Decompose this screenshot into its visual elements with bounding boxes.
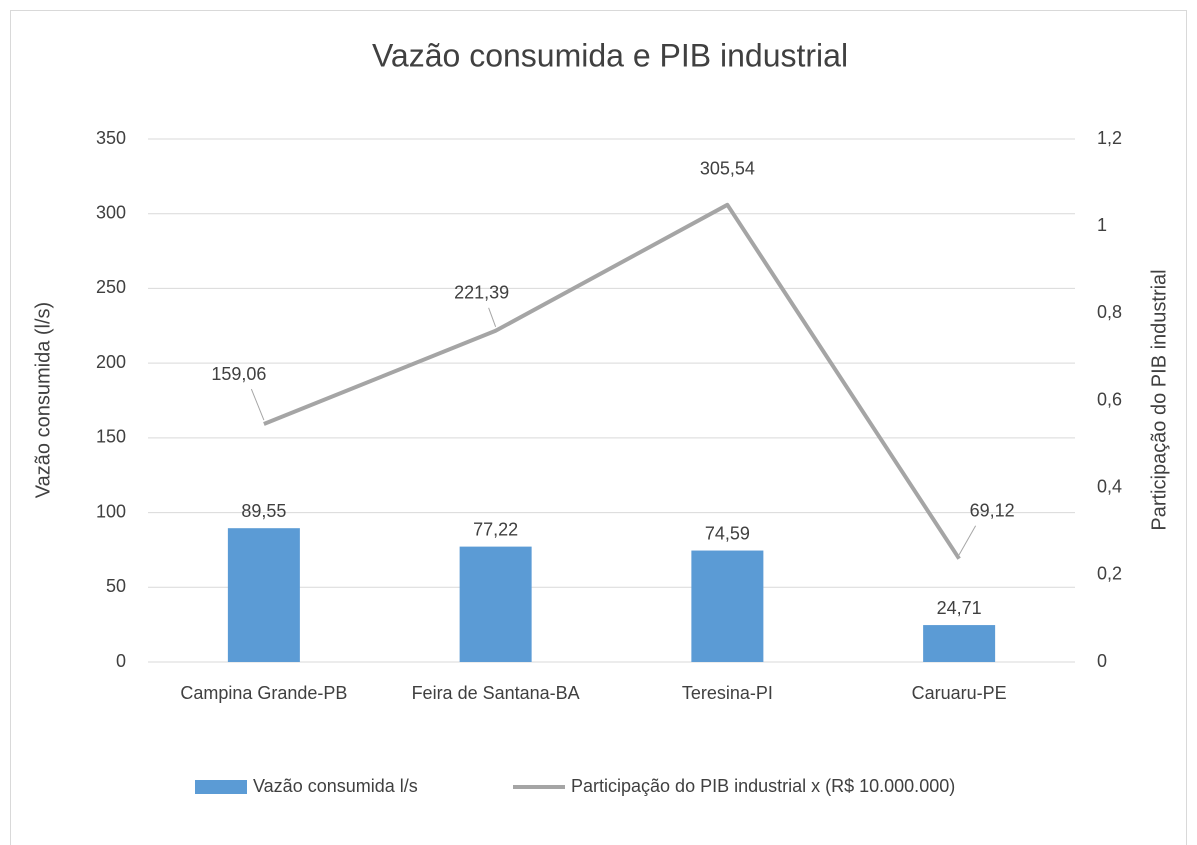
bar bbox=[227, 528, 300, 662]
data-label: 77,22 bbox=[473, 519, 518, 539]
y-tick-label: 150 bbox=[96, 427, 126, 447]
line bbox=[263, 202, 961, 560]
y2-axis-title: Participação do PIB industrial bbox=[1148, 269, 1170, 530]
y-tick-label: 0 bbox=[116, 651, 126, 671]
data-label: 159,06 bbox=[211, 364, 266, 384]
data-label: 221,39 bbox=[454, 283, 509, 303]
y-tick-label: 250 bbox=[96, 277, 126, 297]
y-tick-label: 50 bbox=[106, 576, 126, 596]
legend-label: Participação do PIB industrial x (R$ 10.… bbox=[571, 776, 955, 796]
y2-tick-label: 1,2 bbox=[1097, 128, 1122, 148]
y2-tick-label: 0,4 bbox=[1097, 476, 1122, 496]
y2-tick-label: 0,6 bbox=[1097, 389, 1122, 409]
data-label: 89,55 bbox=[241, 501, 286, 521]
x-tick-label: Teresina-PI bbox=[682, 683, 773, 703]
x-tick-label: Caruaru-PE bbox=[912, 683, 1007, 703]
y-tick-label: 350 bbox=[96, 128, 126, 148]
y2-tick-label: 1 bbox=[1097, 215, 1107, 235]
chart-border bbox=[10, 10, 1187, 845]
y-tick-label: 200 bbox=[96, 352, 126, 372]
y-axis-title: Vazão consumida (l/s) bbox=[32, 302, 54, 498]
bar bbox=[691, 550, 764, 662]
data-label: 74,59 bbox=[705, 523, 750, 543]
y-tick-label: 300 bbox=[96, 202, 126, 222]
data-label: 305,54 bbox=[700, 159, 755, 179]
data-label: 69,12 bbox=[970, 500, 1015, 520]
leader-line bbox=[958, 525, 977, 555]
x-tick-label: Campina Grande-PB bbox=[180, 683, 347, 703]
bar bbox=[923, 625, 996, 662]
bar bbox=[459, 546, 532, 662]
legend-swatch bbox=[195, 780, 247, 794]
leader-line bbox=[250, 388, 265, 421]
data-label: 24,71 bbox=[937, 598, 982, 618]
legend-label: Vazão consumida l/s bbox=[253, 776, 418, 796]
y-tick-label: 100 bbox=[96, 501, 126, 521]
x-tick-label: Feira de Santana-BA bbox=[412, 683, 580, 703]
y2-tick-label: 0 bbox=[1097, 651, 1107, 671]
leader-line bbox=[488, 307, 497, 327]
y2-tick-label: 0,8 bbox=[1097, 302, 1122, 322]
y2-tick-label: 0,2 bbox=[1097, 564, 1122, 584]
chart-title: Vazão consumida e PIB industrial bbox=[372, 37, 848, 73]
